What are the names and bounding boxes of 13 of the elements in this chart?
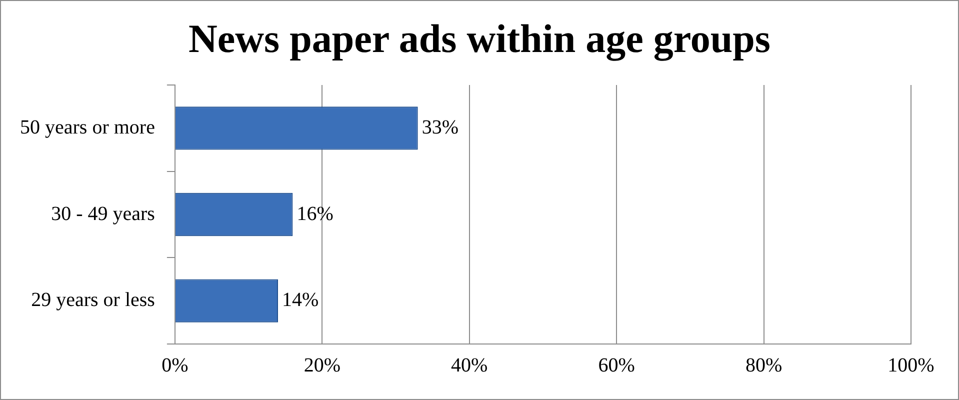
y-tick-label: 29 years or less: [31, 289, 156, 312]
x-tick-label: 100%: [888, 354, 934, 376]
data-label: 14%: [282, 289, 319, 312]
x-tick-label: 80%: [745, 354, 782, 376]
y-tick-label: 30 - 49 years: [51, 202, 156, 225]
x-tick-label: 0%: [162, 354, 188, 376]
x-tick-label: 20%: [304, 354, 340, 376]
data-label: 16%: [296, 202, 334, 225]
y-tick-label: 50 years or more: [20, 116, 156, 138]
chart-title: News paper ads within age groups: [188, 15, 772, 62]
x-tick-label: 60%: [598, 354, 635, 376]
x-tick-label: 40%: [451, 354, 488, 376]
data-label: 33%: [422, 116, 459, 138]
